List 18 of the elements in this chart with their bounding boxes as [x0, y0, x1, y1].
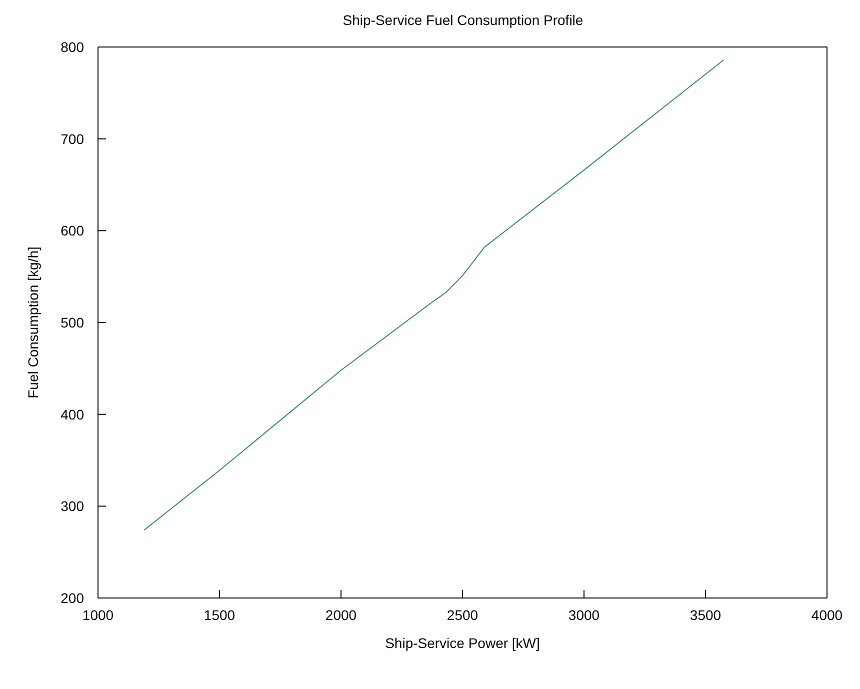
x-tick-label: 3500: [690, 606, 722, 623]
y-tick-label: 600: [60, 222, 84, 239]
x-tick-label: 2000: [325, 606, 357, 623]
y-tick-label: 400: [60, 406, 84, 422]
y-axis-title: Fuel Consumption [kg/h]: [24, 246, 41, 398]
chart-title: Ship-Service Fuel Consumption Profile: [342, 12, 584, 28]
x-tick-label: 1500: [204, 606, 236, 623]
x-tick-label: 2500: [446, 606, 478, 623]
x-tick-label: 3000: [568, 606, 600, 623]
line-series: [144, 59, 724, 531]
x-tick-label: 4000: [811, 606, 843, 623]
y-tick-label: 800: [60, 38, 84, 55]
y-tick-label: 500: [60, 314, 84, 330]
x-tick-label: 1000: [82, 606, 114, 623]
x-axis-title: Ship-Service Power [kW]: [385, 635, 540, 651]
y-tick-label: 700: [60, 130, 84, 147]
y-tick-label: 200: [60, 590, 84, 606]
y-tick-label: 300: [60, 498, 84, 514]
